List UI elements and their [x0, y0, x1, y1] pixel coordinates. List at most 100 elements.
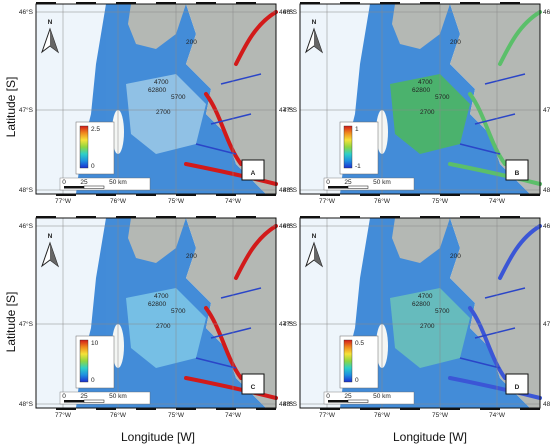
- lat-tick-label: 46°S: [543, 222, 550, 230]
- north-label: N: [312, 19, 317, 26]
- frame-tick-top: [380, 2, 400, 4]
- y-axis-label-text: Latitude [S]: [4, 291, 18, 353]
- scalebar-label: 50 km: [109, 179, 127, 186]
- contour-label: 200: [450, 253, 461, 260]
- lat-tick-label: 47°S: [543, 106, 550, 114]
- north-arrow-shade: [50, 29, 58, 52]
- contour-label: 4700: [154, 79, 169, 86]
- lat-tick-label: 47°S: [543, 320, 550, 328]
- scalebar-segment: [64, 400, 84, 403]
- colorbar-ramp: [343, 125, 353, 169]
- lat-tick-label: 46°S: [279, 222, 294, 230]
- scalebar-label: 25: [80, 179, 88, 186]
- fjord-branches: [195, 287, 262, 369]
- lon-tick-label: 75°W: [168, 197, 185, 205]
- colorbar-max-label: 0.5: [355, 340, 364, 347]
- contour-label: 200: [186, 253, 197, 260]
- frame-tick-bottom: [96, 408, 116, 410]
- map-panel-d: 46°S 46°S 47°S 47°S 48°S 48°S 77°W 76°W 75°W 74°W…: [283, 216, 550, 419]
- frame-tick-top: [156, 2, 176, 4]
- scalebar-segment: [347, 399, 369, 403]
- contour-label: 200: [186, 39, 197, 46]
- frame-tick-top: [500, 216, 520, 218]
- frame-tick-bottom: [520, 194, 540, 196]
- lon-tick-label: 75°W: [432, 197, 449, 205]
- coastal-field: [390, 74, 470, 154]
- land-north-islands: [128, 4, 186, 49]
- frame-tick-bottom: [400, 194, 420, 196]
- frame-tick-bottom: [480, 194, 500, 196]
- panel-letter-box: [241, 373, 265, 395]
- colorbar-max-label: 2.5: [91, 126, 100, 133]
- scalebar-segment: [64, 186, 84, 189]
- y-axis-label-text: Latitude [S]: [4, 76, 18, 138]
- lat-tick-label: 47°S: [283, 106, 298, 114]
- land-mainland: [186, 218, 276, 408]
- lat-tick-label: 47°S: [283, 320, 298, 328]
- frame-tick-bottom: [56, 408, 76, 410]
- x-axis-label-left: Longitude [W]: [120, 430, 196, 444]
- north-arrow-shade: [314, 243, 322, 266]
- scalebar-label: 25: [80, 393, 88, 400]
- colorbar-max-label: 10: [91, 340, 99, 347]
- contour-label: 62800: [412, 87, 430, 94]
- frame-tick-bottom: [320, 408, 340, 410]
- frame-tick-top: [196, 216, 216, 218]
- scalebar-segment: [347, 185, 369, 189]
- land-mainland: [450, 218, 540, 408]
- frame-tick-bottom: [96, 194, 116, 196]
- frame-tick-top: [236, 2, 256, 4]
- contour-label: 62800: [148, 301, 166, 308]
- frame-tick-bottom: [56, 194, 76, 196]
- colorbar-min-label: 0: [91, 163, 95, 170]
- colorbar-ramp: [79, 339, 89, 383]
- map-svg: 46°S 46°S 47°S 47°S 48°S 48°S 77°W 76°W 75°W 74°W…: [283, 216, 550, 419]
- coastal-field: [126, 288, 206, 368]
- north-arrow-shade: [314, 29, 322, 52]
- scalebar-label: 0: [62, 393, 66, 400]
- frame-tick-top: [300, 2, 320, 4]
- lon-tick-label: 76°W: [374, 411, 391, 419]
- frame-tick-top: [156, 216, 176, 218]
- frame-tick-top: [460, 2, 480, 4]
- frame-tick-top: [76, 216, 96, 218]
- colorbar-max-label: 1: [355, 126, 359, 133]
- frame-tick-bottom: [400, 408, 420, 410]
- land-north-islands: [392, 218, 450, 263]
- lon-tick-label: 74°W: [489, 411, 506, 419]
- lon-tick-label: 77°W: [55, 411, 72, 419]
- frame-tick-top: [116, 216, 136, 218]
- contour-label: 62800: [148, 87, 166, 94]
- frame-tick-bottom: [520, 408, 540, 410]
- contour-label: 2700: [420, 109, 435, 116]
- lat-tick-label: 46°S: [19, 8, 34, 16]
- lat-tick-label: 48°S: [283, 186, 298, 194]
- scalebar-label: 50 km: [373, 179, 391, 186]
- scalebar-label: 25: [344, 393, 352, 400]
- frame-tick-top: [340, 2, 360, 4]
- land-north-islands: [128, 218, 186, 263]
- lon-tick-label: 77°W: [55, 197, 72, 205]
- frame-tick-bottom: [480, 408, 500, 410]
- frame-tick-top: [380, 216, 400, 218]
- x-axis-label-right: Longitude [W]: [392, 430, 468, 444]
- frame-tick-top: [236, 216, 256, 218]
- frame-tick-top: [420, 2, 440, 4]
- lon-tick-label: 77°W: [319, 197, 336, 205]
- frame-tick-bottom: [136, 408, 156, 410]
- map-panel-c: 46°S 46°S 47°S 47°S 48°S 48°S 77°W 76°W 75°W 74°W…: [19, 216, 294, 419]
- fjord-branches: [195, 73, 262, 155]
- contour-label: 200: [450, 39, 461, 46]
- land-mainland: [450, 4, 540, 194]
- map-svg: 46°S 46°S 47°S 47°S 48°S 48°S 77°W 76°W 75°W 74°W…: [19, 2, 294, 205]
- frame-tick-bottom: [256, 408, 276, 410]
- map-svg: 46°S 46°S 47°S 47°S 48°S 48°S 77°W 76°W 75°W 74°W…: [283, 2, 550, 205]
- lat-tick-label: 46°S: [19, 222, 34, 230]
- land-mainland: [186, 4, 276, 194]
- panel-letter-box: [505, 373, 529, 395]
- frame-tick-bottom: [216, 194, 236, 196]
- contour-label: 62800: [412, 301, 430, 308]
- frame-tick-bottom: [216, 408, 236, 410]
- north-label: N: [312, 233, 317, 240]
- contour-label: 2700: [420, 323, 435, 330]
